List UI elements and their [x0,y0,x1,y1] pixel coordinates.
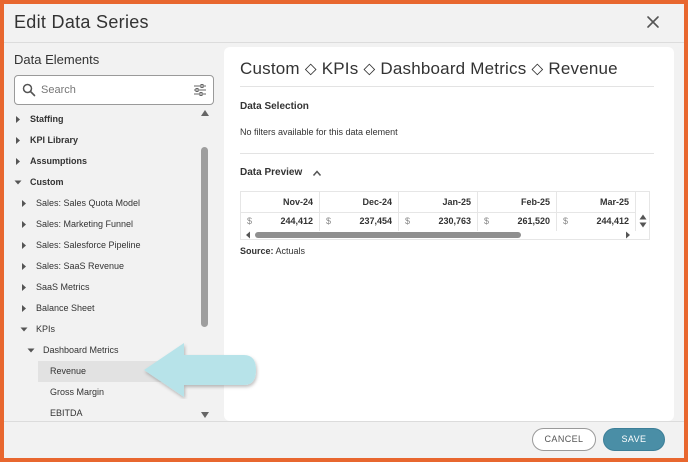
search-input[interactable] [41,81,181,99]
table-cell: $237,454 [320,213,399,231]
scroll-right-arrow-icon[interactable] [625,231,631,239]
tree-item[interactable]: KPI Library [14,130,200,151]
scroll-up-arrow-icon[interactable] [200,109,210,117]
tree-item-label: KPI Library [30,135,79,145]
column-header: Mar-25 [557,192,636,213]
caret-right-icon[interactable] [14,109,22,130]
tree-item-label: Sales: Sales Quota Model [36,198,141,208]
search-icon [22,83,36,97]
filter-settings-icon[interactable] [193,83,207,97]
currency-symbol: $ [563,216,569,226]
column-header: Jan-25 [399,192,478,213]
tree-item-label: Sales: Salesforce Pipeline [36,240,141,250]
divider [240,153,654,154]
scroll-down-arrow-icon[interactable] [639,222,647,228]
footer-divider [4,421,684,422]
tree-item[interactable]: SaaS Metrics [14,277,200,298]
currency-symbol: $ [247,216,253,226]
tree-item[interactable]: Sales: Marketing Funnel [14,214,200,235]
tree-item[interactable]: Assumptions [14,151,200,172]
cell-value: 244,412 [280,216,313,226]
data-preview-heading[interactable]: Data Preview [240,167,303,178]
data-preview-table: Nov-24 Dec-24 Jan-25 Feb-25 Mar-25 $244,412 $… [240,191,650,240]
chevron-up-icon[interactable] [312,169,322,177]
table-cell: $261,520 [478,213,557,231]
currency-symbol: $ [484,216,490,226]
data-elements-tree: Staffing KPI Library Assumptions Custom Sale… [14,109,200,424]
tree-item[interactable]: Staffing [14,109,200,130]
caret-right-icon[interactable] [14,151,22,172]
cell-value: 261,520 [517,216,550,226]
tree-item-label: Assumptions [30,156,88,166]
edit-data-series-dialog: Edit Data Series Data Elements Staffing K… [4,4,684,458]
currency-symbol: $ [405,216,411,226]
caret-right-icon[interactable] [20,193,28,214]
column-header: Dec-24 [320,192,399,213]
tree-item[interactable]: Balance Sheet [14,298,200,319]
tree-item[interactable]: Sales: Sales Quota Model [14,193,200,214]
source-line: Source: Actuals [240,246,305,256]
table-row: $244,412 $237,454 $230,763 $261,520 $244,412 [241,213,636,231]
tree-item[interactable]: KPIs [14,319,200,340]
tree-item[interactable]: EBITDA [14,403,200,424]
tree-item[interactable]: Custom [14,172,200,193]
tree-item-label: Sales: Marketing Funnel [36,219,134,229]
tree-item-label: Custom [30,177,64,187]
cancel-button[interactable]: CANCEL [532,428,596,451]
column-header: Feb-25 [478,192,557,213]
tree-item-label: Revenue [50,366,87,376]
scroll-left-arrow-icon[interactable] [245,231,251,239]
source-label: Source: [240,246,274,256]
table-cell: $244,412 [557,213,636,231]
table-cell: $230,763 [399,213,478,231]
save-button[interactable]: SAVE [603,428,665,451]
caret-down-icon[interactable] [14,172,22,193]
horizontal-scrollbar-thumb[interactable] [255,232,521,238]
panel-title: Data Elements [14,52,100,67]
tree-item[interactable]: Sales: SaaS Revenue [14,256,200,277]
scroll-down-arrow-icon[interactable] [200,411,210,419]
tree-scrollbar-thumb[interactable] [201,147,208,327]
tree-item-label: Staffing [30,114,64,124]
caret-right-icon[interactable] [20,298,28,319]
caret-right-icon[interactable] [20,214,28,235]
tree-item-label: KPIs [36,324,56,334]
cell-value: 230,763 [438,216,471,226]
cell-value: 244,412 [596,216,629,226]
callout-arrow-icon [144,343,256,397]
tree-item[interactable]: Sales: Salesforce Pipeline [14,235,200,256]
table-cell: $244,412 [241,213,320,231]
column-header: Nov-24 [241,192,320,213]
caret-right-icon[interactable] [20,277,28,298]
close-icon[interactable] [644,13,662,31]
data-elements-panel: Data Elements Staffing KPI Library Assumpt… [4,43,219,421]
caret-right-icon[interactable] [14,130,22,151]
tree-item-label: Balance Sheet [36,303,95,313]
source-value: Actuals [275,246,306,256]
caret-down-icon[interactable] [27,340,35,361]
caret-down-icon[interactable] [20,319,28,340]
details-panel: Custom ⬦ KPIs ⬦ Dashboard Metrics ⬦ Reve… [224,47,674,421]
caret-right-icon[interactable] [20,256,28,277]
data-selection-text: No filters available for this data eleme… [240,127,398,137]
data-selection-heading: Data Selection [240,101,309,112]
tree-item-label: Dashboard Metrics [43,345,119,355]
preview-table-header: Nov-24 Dec-24 Jan-25 Feb-25 Mar-25 [241,192,636,213]
dialog-title: Edit Data Series [14,12,149,32]
tree-item-label: Sales: SaaS Revenue [36,261,125,271]
tree-item-label: Gross Margin [50,387,105,397]
tree-item-label: SaaS Metrics [36,282,90,292]
divider [240,86,654,87]
caret-right-icon[interactable] [20,235,28,256]
tree-item[interactable]: Gross Margin [14,382,200,403]
currency-symbol: $ [326,216,332,226]
breadcrumb: Custom ⬦ KPIs ⬦ Dashboard Metrics ⬦ Reve… [240,59,618,78]
tree-item[interactable]: Dashboard Metrics [14,340,200,361]
cell-value: 237,454 [359,216,392,226]
tree-item-label: EBITDA [50,408,83,418]
scroll-up-arrow-icon[interactable] [639,214,647,220]
search-box[interactable] [14,75,214,105]
header-divider [4,42,684,43]
